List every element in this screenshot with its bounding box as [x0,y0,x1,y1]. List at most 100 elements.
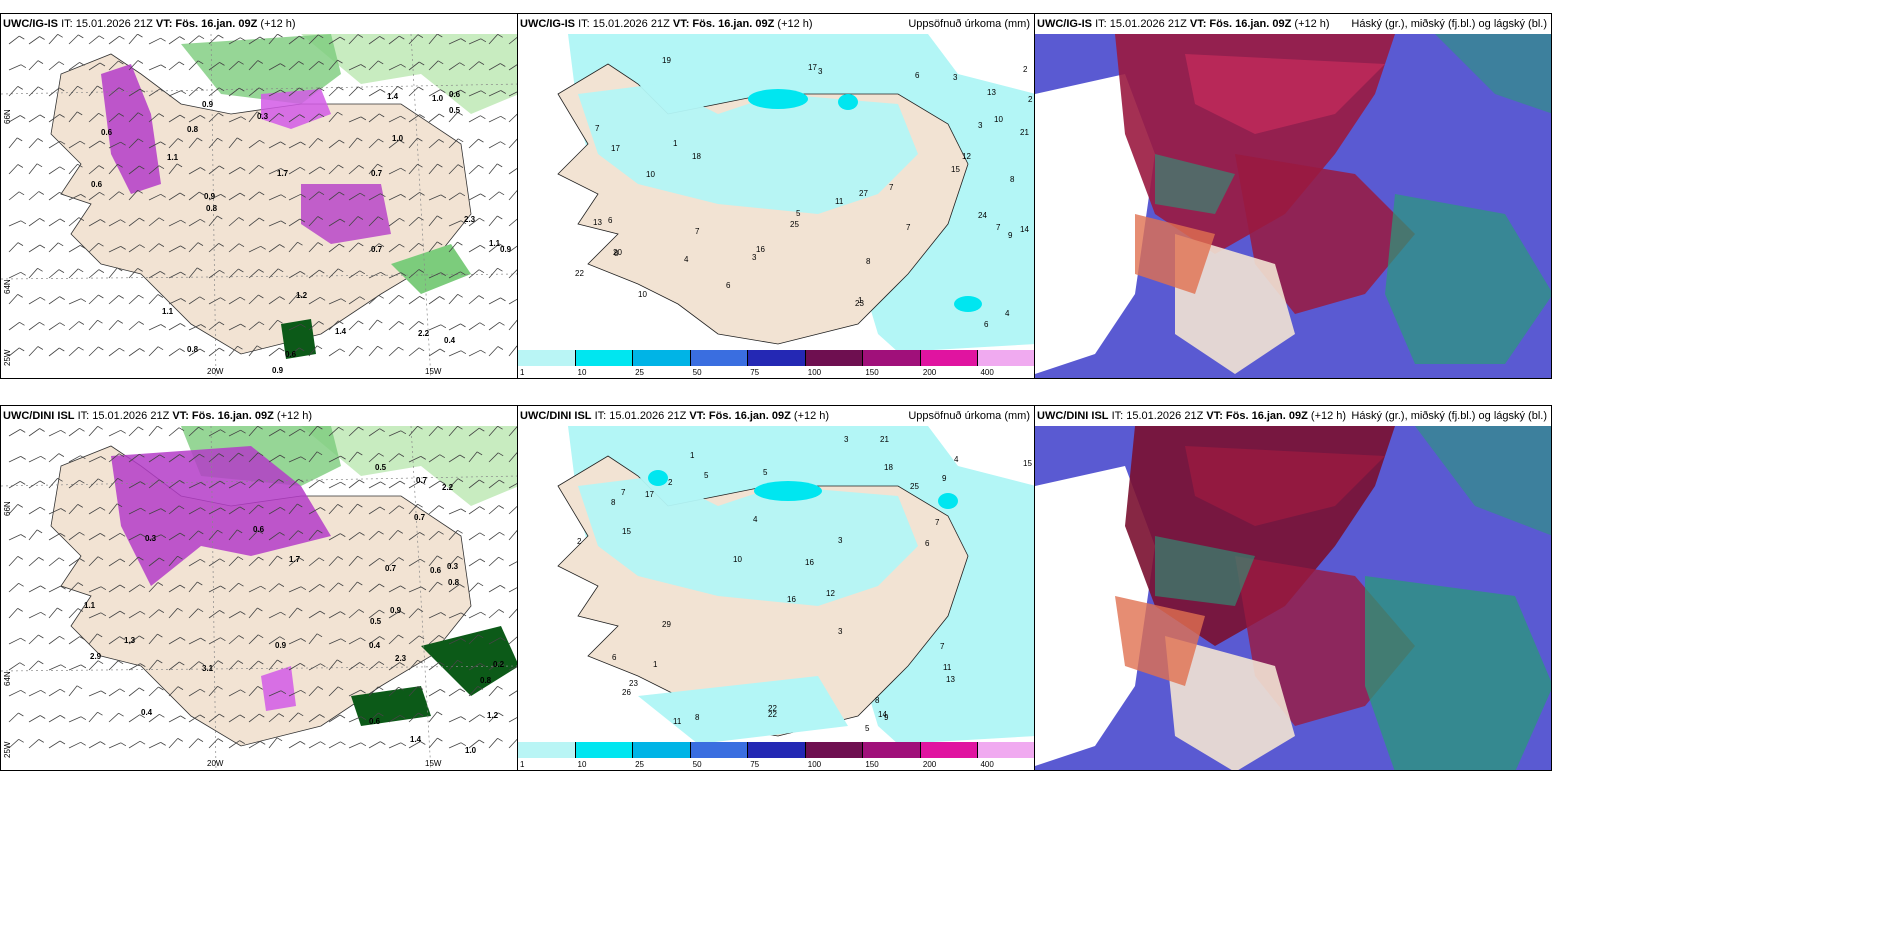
value-label: 0.7 [414,513,426,522]
wind-barb [248,686,258,697]
wind-barb-flag [500,90,507,94]
wind-barb-flag [200,167,206,171]
wind-barb-flag [440,194,447,199]
wind-barb [168,163,178,175]
wind-barb [388,505,400,515]
wind-barb [468,193,481,201]
wind-barb-flag [199,296,206,301]
wind-barb [248,426,258,437]
wind-barb [508,561,517,567]
wind-barb-flag [319,610,326,615]
wind-barb [468,427,480,437]
wind-barb-flag [479,558,486,563]
wind-barb-flag [378,138,384,143]
wind-barb-flag [499,661,505,666]
wind-barb [108,164,118,175]
wind-barb-flag [119,584,126,589]
wind-barb-flag [297,712,304,717]
wind-barb [348,426,359,437]
value-label: 8 [1010,175,1015,184]
wind-barb-flag [19,115,26,119]
wind-barb-flag [319,479,325,484]
wind-barb [308,61,319,71]
wind-barb-flag [379,36,385,40]
wind-barb [368,506,381,515]
colorbar-tick: 150 [865,368,879,377]
wind-barb [508,608,517,619]
wind-barb [368,113,380,123]
wind-barb-flag [498,191,505,196]
wind-barb-flag [358,609,365,613]
wind-barb [508,587,517,593]
wind-barb [428,241,438,253]
value-label: 18 [692,152,701,161]
wind-barb [508,298,517,305]
value-label: 6 [726,281,731,290]
wind-barb-flag [480,38,487,43]
wind-barb-flag [419,532,425,536]
wind-barb [108,113,120,123]
wind-barb [348,137,358,149]
value-label: 7 [996,223,1001,232]
wind-barb [188,87,199,97]
value-label: 0.3 [257,112,269,121]
colorbar-swatch [863,742,921,758]
wind-barb-flag [157,633,163,638]
wind-barb [188,267,198,279]
wind-barb-flag [80,716,87,721]
wind-barb [368,557,380,567]
wind-barb [488,637,501,645]
wind-barb-flag [340,298,347,303]
wind-barb [388,115,401,123]
wind-barb-flag [357,345,363,350]
value-label: 25 [790,220,799,229]
wind-barb [188,637,201,645]
wind-barb [508,529,517,541]
wind-barb [288,586,302,593]
value-label: 0.8 [187,125,199,134]
wind-barb-flag [138,687,145,692]
wind-barb-flag [277,319,283,324]
wind-barb-flag [19,321,25,326]
wind-barb [288,478,299,489]
wind-barb [248,585,261,593]
wind-barb [248,245,261,253]
wind-barb [168,738,179,749]
wind-barb [508,319,517,331]
precip-map-panel-row1: UWC/IG-IS IT: 15.01.2026 21Z VT: Fös. 16… [517,13,1035,379]
wind-barb-flag [378,530,384,535]
wind-barb-flag [38,634,44,639]
wind-barb [508,168,517,175]
wind-barb [328,268,339,279]
wind-barb-flag [417,659,423,664]
wind-barb [368,583,380,593]
wind-barb [328,348,341,357]
wind-barb [108,246,121,253]
wind-barb-flag [37,60,44,64]
wind-barb-flag [359,662,365,666]
wind-barb [288,294,298,305]
wind-barb [88,319,98,331]
wind-barb-flag [158,686,164,691]
wind-barb [268,507,281,515]
wind-barb [408,296,420,305]
value-label: 0.8 [187,345,199,354]
wind-barb [488,426,498,437]
value-label: 21 [1020,128,1029,137]
wind-barb-flag [38,739,45,743]
wind-barb [388,272,401,279]
value-label: 29 [662,620,671,629]
wind-barb-flag [377,686,384,691]
wind-barb [28,739,40,749]
wind-barb-flag [476,451,483,456]
wind-barb [88,294,99,305]
wind-barb [308,166,321,175]
wind-barb-flag [160,534,167,539]
wind-barb [108,503,118,515]
wind-barb-flag [98,294,104,299]
wind-barb [8,504,19,515]
wind-barb-flag [457,426,463,430]
wind-barb [248,345,258,357]
wind-barb-flag [119,688,126,693]
wind-barb [348,503,358,515]
